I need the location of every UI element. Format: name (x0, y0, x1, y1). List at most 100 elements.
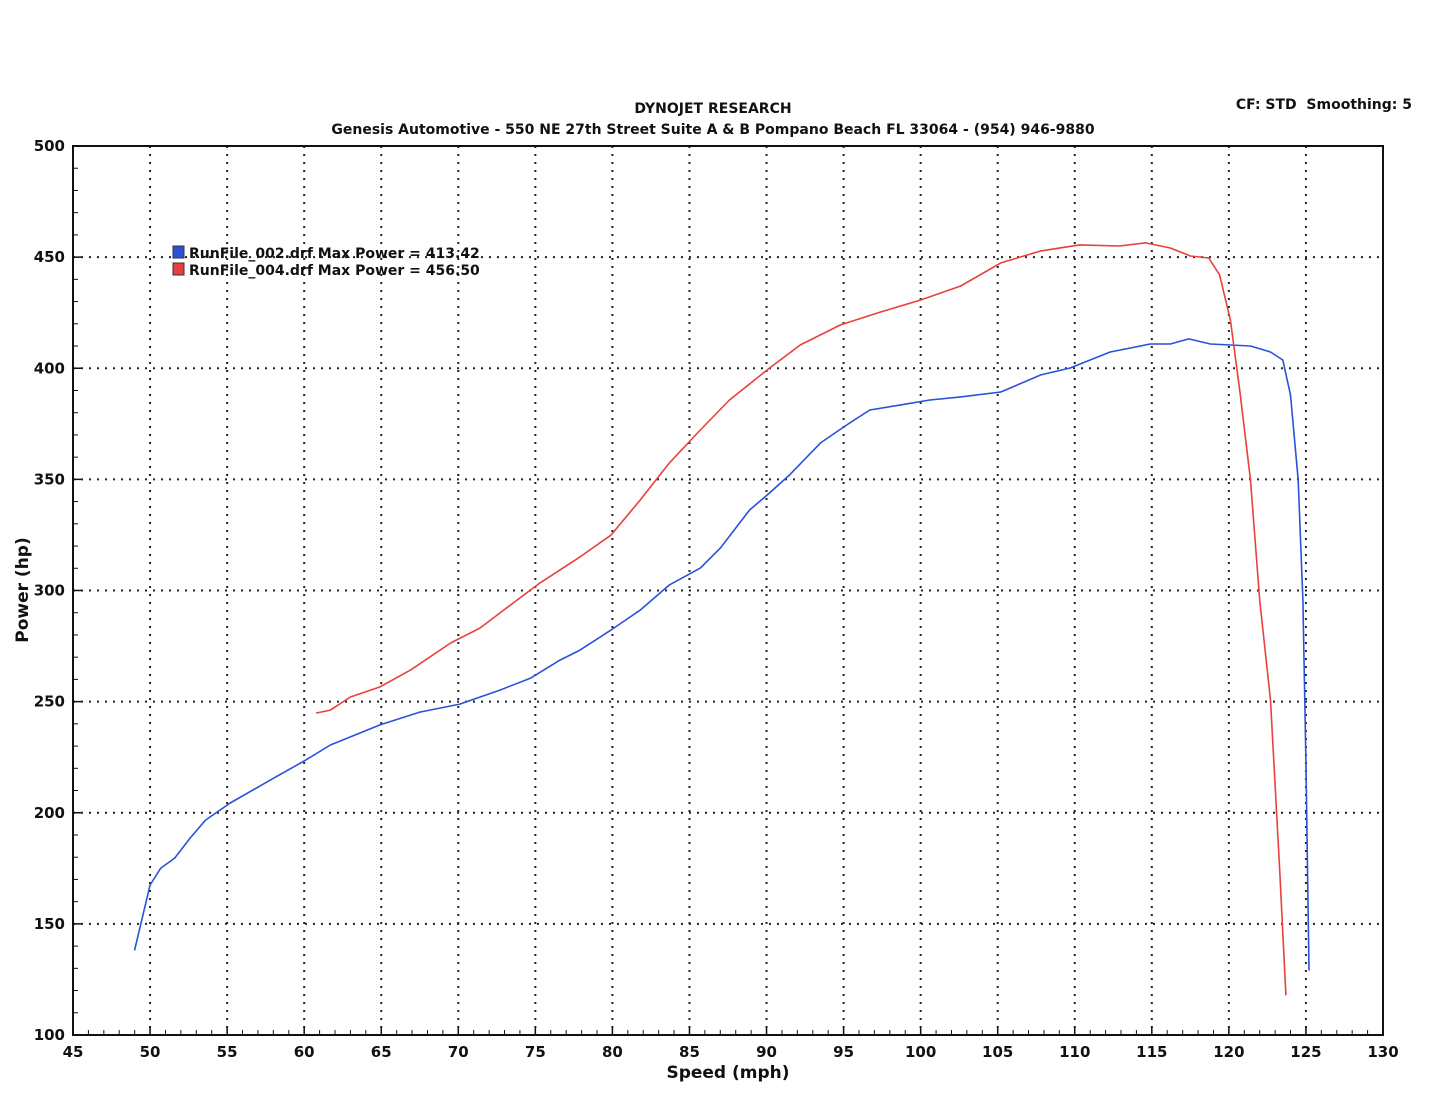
y-tick-label: 200 (34, 804, 65, 822)
x-tick-label: 70 (448, 1043, 469, 1061)
y-tick-label: 100 (34, 1026, 65, 1044)
data-point (1149, 343, 1151, 345)
y-axis-label: Power (hp) (13, 537, 33, 643)
data-point (1188, 338, 1190, 340)
x-axis-label: Speed (mph) (666, 1063, 789, 1083)
x-tick-label: 60 (294, 1043, 315, 1061)
data-point (134, 949, 136, 951)
data-point (1078, 244, 1080, 246)
data-point (1239, 389, 1241, 391)
data-point (789, 474, 791, 476)
data-point (559, 659, 561, 661)
y-tick-label: 350 (34, 470, 65, 488)
data-point (960, 396, 962, 398)
x-tick-label: 55 (217, 1043, 238, 1061)
y-tick-label: 400 (34, 359, 65, 377)
x-tick-label: 50 (140, 1043, 161, 1061)
legend-swatch-1 (172, 245, 185, 259)
data-point (329, 709, 331, 711)
data-point (189, 837, 191, 839)
series-lines (133, 242, 1310, 996)
data-point (1040, 374, 1042, 376)
series-line-2 (316, 242, 1287, 996)
grid (73, 146, 1383, 1035)
data-point (610, 629, 612, 631)
data-point (149, 884, 151, 886)
data-point (229, 802, 231, 804)
data-point (719, 547, 721, 549)
data-point (419, 711, 421, 713)
data-point (579, 649, 581, 651)
data-point (204, 819, 207, 821)
data-point (174, 857, 176, 859)
y-tick-label: 300 (34, 582, 65, 600)
data-point (869, 409, 871, 411)
data-point (769, 367, 771, 369)
data-point (1169, 247, 1171, 249)
y-tick-label: 500 (34, 137, 65, 155)
correction-annotation: CF: STD Smoothing: 5 (1236, 97, 1412, 113)
x-tick-label: 45 (63, 1043, 84, 1061)
x-tick-label: 115 (1136, 1043, 1167, 1061)
data-point (530, 677, 532, 679)
x-tick-label: 100 (905, 1043, 936, 1061)
data-point (349, 696, 352, 698)
x-tick-label: 105 (982, 1043, 1013, 1061)
data-point (499, 689, 501, 691)
series-line-1 (133, 338, 1310, 971)
y-tick-label: 450 (34, 248, 65, 266)
data-point (849, 422, 851, 424)
axis-ticks: 45 50 55 60 65 70 75 80 85 90 95 100 105 110 115 120 125… (34, 137, 1399, 1061)
data-point (1040, 250, 1042, 252)
data-point (1279, 869, 1281, 871)
legend-swatch-2 (172, 262, 185, 276)
data-point (1308, 969, 1310, 971)
data-point (799, 344, 802, 346)
legend: RunFile_002.drf Max Power = 413.42RunFil… (172, 245, 480, 279)
data-point (160, 867, 162, 869)
data-point (1282, 359, 1284, 361)
data-point (1289, 394, 1292, 396)
chart-title: DYNOJET RESEARCH (634, 101, 791, 117)
data-point (539, 582, 541, 584)
data-point (479, 627, 481, 629)
data-point (639, 499, 641, 501)
data-point (639, 609, 641, 611)
data-point (839, 324, 842, 326)
data-point (1269, 699, 1272, 701)
y-tick-label: 150 (34, 915, 65, 933)
data-point (1000, 391, 1002, 393)
chart-subtitle: Genesis Automotive - 550 NE 27th Street … (331, 122, 1094, 138)
x-tick-label: 110 (1059, 1043, 1090, 1061)
data-point (699, 567, 701, 569)
data-point (1209, 343, 1211, 345)
data-point (409, 669, 412, 671)
data-point (748, 509, 751, 511)
data-point (269, 779, 271, 781)
data-point (920, 299, 922, 301)
data-point (1069, 367, 1071, 369)
data-point (1118, 245, 1121, 247)
x-tick-label: 85 (679, 1043, 700, 1061)
legend-label-1: RunFile_002.drf Max Power = 413.42 (189, 246, 480, 262)
data-point (510, 604, 512, 606)
x-tick-label: 90 (756, 1043, 777, 1061)
data-point (1109, 351, 1111, 353)
data-point (1229, 319, 1232, 321)
data-point (900, 404, 902, 406)
data-point (1145, 242, 1147, 244)
data-point (610, 534, 612, 536)
data-point (1219, 274, 1221, 276)
data-point (329, 744, 331, 746)
data-point (1249, 479, 1252, 481)
x-tick-label: 65 (371, 1043, 392, 1061)
y-tick-label: 250 (34, 693, 65, 711)
x-tick-label: 125 (1290, 1043, 1321, 1061)
legend-label-2: RunFile_004.drf Max Power = 456.50 (189, 263, 480, 279)
data-point (668, 584, 671, 586)
plot-frame (72, 145, 1384, 1036)
data-point (1000, 262, 1002, 264)
x-tick-label: 95 (833, 1043, 854, 1061)
data-point (379, 686, 381, 688)
